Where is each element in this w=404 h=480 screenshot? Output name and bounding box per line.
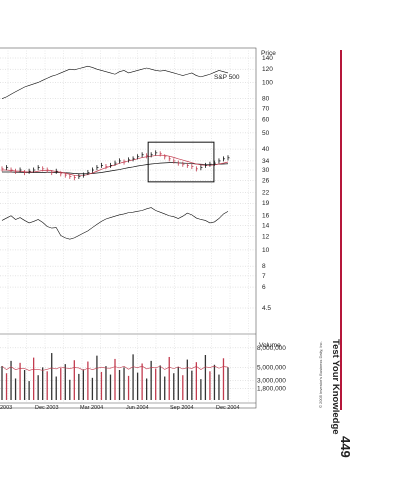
price-tick-label: 22 (262, 190, 270, 197)
copyright-text: © 2005 Investor's Business Daily, Inc. (318, 341, 323, 408)
price-tick-label: 60 (262, 117, 270, 124)
price-tick-label: 34 (262, 158, 270, 165)
price-tick-label: 50 (262, 130, 270, 137)
price-tick-label: 7 (262, 273, 266, 280)
price-tick-label: 4.5 (262, 305, 271, 312)
price-tick-label: 140 (262, 55, 273, 62)
price-tick-label: 10 (262, 247, 270, 254)
price-tick-label: 16 (262, 213, 270, 220)
volume-axis-label: Volume (259, 342, 281, 349)
price-tick-label: 100 (262, 79, 273, 86)
highlight-rectangle (147, 141, 215, 183)
volume-tick-label: 5,000,000 (257, 364, 286, 371)
date-tick-label: Dec 2003 (35, 405, 59, 411)
page-number: 449 (338, 436, 353, 458)
date-tick-label: Dec 2004 (216, 405, 240, 411)
date-tick-label: Jun 2004 (126, 405, 149, 411)
price-tick-label: 8 (262, 263, 266, 270)
price-tick-label: 40 (262, 146, 270, 153)
chart-border (0, 47, 257, 409)
sp500-line (1, 65, 229, 99)
date-tick-label: 2003 (0, 405, 12, 411)
price-bars (1, 150, 230, 181)
date-tick-label: Sep 2004 (170, 405, 194, 411)
price-tick-label: 26 (262, 177, 270, 184)
volume-bars (1, 353, 229, 400)
price-tick-label: 19 (262, 200, 270, 207)
highlight-box (147, 141, 215, 183)
price-tick-label: 70 (262, 105, 270, 112)
price-tick-label: 14 (262, 222, 270, 229)
chart-lines (1, 65, 229, 240)
volume-average-line (1, 365, 229, 371)
price-tick-label: 12 (262, 234, 270, 241)
moving-average-200-line (2, 162, 229, 175)
section-title: Test Your Knowledge (330, 339, 341, 435)
chart-grid (0, 48, 256, 403)
price-tick-label: 6 (262, 284, 266, 291)
relative-strength-line (1, 207, 229, 240)
price-tick-label: 30 (262, 167, 270, 174)
chart-frame (0, 47, 257, 409)
price-tick-label: 120 (262, 66, 273, 73)
price-axis-label: Price (261, 50, 276, 57)
price-axis-ticks: 140 120 100 80 70 60 50 40 34 30 26 22 19 16 14 12 10 8 7 6… (262, 55, 273, 312)
price-tick-label: 80 (262, 96, 270, 103)
volume-tick-label: 8,000,000 (257, 345, 286, 352)
date-tick-label: Mar 2004 (80, 405, 103, 411)
volume-tick-label: 1,800,000 (257, 385, 286, 392)
page-edge-rule (340, 50, 342, 410)
date-axis-ticks: 2003 Dec 2003 Mar 2004 Jun 2004 Sep 2004 Dec … (0, 405, 240, 411)
volume-tick-label: 3,000,000 (257, 377, 286, 384)
sp500-label: S&P 500 (214, 74, 240, 81)
